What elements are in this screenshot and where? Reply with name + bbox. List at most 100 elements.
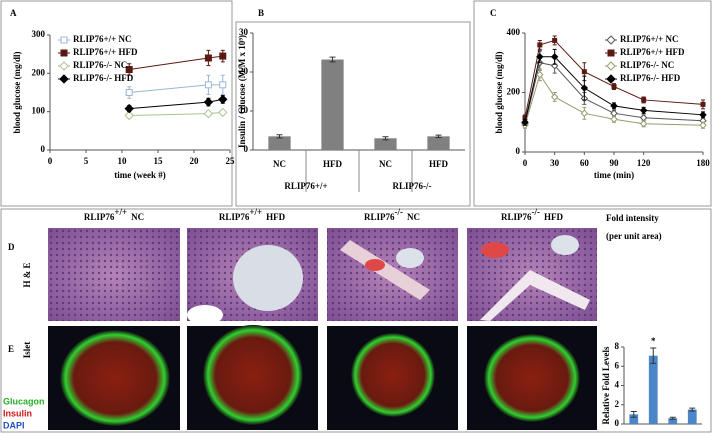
vessel [480,270,590,321]
genotype: +/+ [249,207,262,217]
marker [536,53,544,61]
marker [203,108,214,119]
bar [268,136,291,150]
lumen [187,305,223,325]
marker [219,52,227,60]
x-tick-label: 90 [610,158,620,168]
panel-label: E [8,344,14,354]
y-axis-label: Insulin / Glucose (M/M x 10⁹) [237,35,247,148]
x-tick-label: NC [273,159,286,169]
x-tick-label: 15 [154,156,164,166]
marker [537,42,543,48]
diet: HFD [266,212,285,222]
row-label: Islet [22,342,32,359]
gene: RLIP76 [84,212,115,222]
column-title: RLIP76-/- HFD [501,207,564,222]
diet: HFD [544,212,563,222]
x-tick-label: HFD [323,159,342,169]
y-tick-label: 200 [32,67,46,77]
error-bar [650,347,657,364]
y-tick-label: 8 [615,341,620,351]
marker [204,54,212,62]
marker [124,110,134,121]
legend-label: RLIP76+/+ NC [73,34,132,44]
x-tick-label: 20 [190,156,200,166]
marker [639,114,648,122]
axis-line [252,33,465,151]
legend-marker [606,61,616,71]
marker [218,107,228,118]
error-bar [630,410,637,418]
x-tick-label: 0 [48,156,53,166]
gene: RLIP76 [501,212,532,222]
marker [552,37,558,43]
stain-label: Insulin [3,408,32,418]
x-tick-label: 5 [84,156,89,166]
error-bar [435,134,442,139]
legend-marker [59,61,69,71]
legend-label: RLIP76-/- HFD [620,73,681,83]
y-tick-label: 20 [239,66,249,76]
y-tick-label: 300 [32,29,46,39]
y-tick-label: 100 [32,106,46,116]
legend-label: RLIP76-/- HFD [73,73,134,83]
y-axis-label: blood glucose (mg/dl) [494,51,504,133]
marker [521,118,529,126]
islet [351,333,435,417]
per-unit-area: (per unit area) [606,231,662,241]
diet: NC [131,212,144,222]
x-tick-label: 30 [550,158,560,168]
histology [48,228,597,325]
marker [641,97,647,103]
marker [125,66,133,73]
genotype: +/+ [114,207,127,217]
gene: RLIP76 [219,212,250,222]
error-bar [382,136,389,141]
y-axis-label: blood glucose (mg/dl) [12,51,22,133]
marker [125,89,133,96]
y-tick-label: 0 [244,144,249,154]
islet [233,245,303,311]
bar [687,409,697,424]
panel-label: B [258,8,264,18]
islet [203,325,303,425]
legend-marker [607,49,615,57]
marker [218,94,228,105]
blood [365,259,385,271]
y-tick-label: 10 [239,105,249,115]
marker [124,103,134,114]
y-tick-label: 0 [615,418,620,428]
row-label: H & E [22,262,32,287]
bar [374,138,397,150]
marker [203,97,214,107]
error-bar [689,407,696,412]
marker [580,84,589,92]
x-tick-label: 120 [637,158,651,168]
marker [550,93,559,101]
islet [484,334,580,422]
diet: NC [407,212,420,222]
group-label: RLIP76-/- [393,181,432,191]
marker [580,109,589,118]
marker [581,69,587,75]
marker [700,101,706,107]
legend-label: RLIP76+/+ HFD [73,47,138,57]
marker [536,70,544,79]
panel-label: C [490,8,497,18]
group-label: RLIP76+/+ [284,181,327,191]
marker [219,81,227,89]
error-bar [329,56,336,63]
marker [550,53,559,61]
islet [60,330,170,426]
y-tick-label: 2 [615,399,620,409]
marker [699,111,707,119]
legend-label: RLIP76+/+ HFD [620,47,685,57]
legend-marker [606,35,616,45]
marker [611,84,617,90]
column-title: RLIP76+/+ NC [84,207,144,222]
marker [610,109,618,118]
marker [204,81,212,89]
marker [610,102,618,110]
genotype: -/- [532,207,541,217]
legend-label: RLIP76+/+ NC [620,34,679,44]
